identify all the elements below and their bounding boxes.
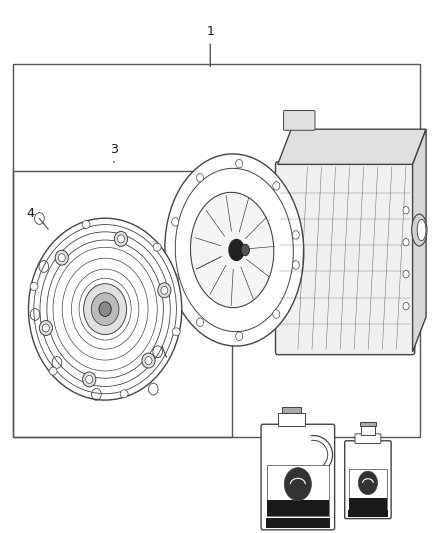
Circle shape — [236, 332, 243, 341]
Circle shape — [197, 318, 204, 327]
Text: 3: 3 — [110, 143, 118, 163]
Ellipse shape — [158, 283, 171, 298]
Circle shape — [284, 467, 311, 500]
Ellipse shape — [172, 328, 180, 336]
Circle shape — [273, 182, 280, 190]
Ellipse shape — [30, 282, 38, 290]
FancyBboxPatch shape — [345, 441, 391, 519]
Ellipse shape — [91, 293, 119, 326]
Bar — [13, 171, 232, 437]
Ellipse shape — [114, 231, 127, 246]
Polygon shape — [278, 129, 426, 164]
Bar — [267, 465, 328, 515]
Ellipse shape — [191, 192, 274, 308]
Circle shape — [403, 238, 409, 246]
Ellipse shape — [83, 372, 96, 387]
Circle shape — [403, 270, 409, 278]
Bar — [349, 498, 387, 510]
Circle shape — [236, 159, 243, 168]
Bar — [282, 407, 300, 413]
Ellipse shape — [42, 324, 49, 332]
FancyBboxPatch shape — [355, 434, 381, 443]
Bar — [267, 500, 328, 515]
Ellipse shape — [58, 254, 65, 262]
Ellipse shape — [49, 367, 57, 375]
Bar — [348, 510, 388, 517]
Ellipse shape — [145, 357, 152, 365]
Bar — [265, 518, 330, 528]
FancyBboxPatch shape — [261, 424, 335, 530]
Text: 5: 5 — [369, 445, 381, 465]
Ellipse shape — [165, 154, 304, 346]
Ellipse shape — [229, 239, 244, 261]
Circle shape — [292, 261, 299, 269]
Bar — [349, 469, 387, 510]
Ellipse shape — [86, 375, 93, 383]
Circle shape — [197, 173, 204, 182]
Ellipse shape — [117, 235, 124, 243]
Circle shape — [292, 231, 299, 239]
Ellipse shape — [28, 218, 182, 400]
Ellipse shape — [417, 220, 426, 241]
Ellipse shape — [82, 221, 90, 229]
Ellipse shape — [241, 244, 250, 256]
Ellipse shape — [84, 284, 127, 335]
Ellipse shape — [55, 250, 68, 265]
Bar — [278, 413, 305, 426]
Circle shape — [172, 274, 179, 282]
Ellipse shape — [99, 302, 111, 317]
FancyBboxPatch shape — [276, 161, 415, 354]
Text: 6: 6 — [290, 445, 297, 465]
Polygon shape — [413, 129, 426, 352]
Text: 1: 1 — [206, 26, 214, 67]
Text: 0: 0 — [159, 323, 166, 333]
Ellipse shape — [120, 390, 128, 398]
Ellipse shape — [412, 214, 427, 246]
Ellipse shape — [153, 243, 161, 251]
Text: 2: 2 — [158, 335, 166, 348]
FancyBboxPatch shape — [283, 110, 315, 130]
Circle shape — [403, 206, 409, 214]
Circle shape — [172, 217, 179, 226]
Ellipse shape — [142, 353, 155, 368]
Bar — [13, 64, 420, 437]
Text: 4: 4 — [27, 207, 35, 220]
Ellipse shape — [39, 320, 53, 335]
Bar — [361, 426, 375, 435]
Ellipse shape — [161, 286, 168, 294]
Circle shape — [358, 471, 378, 495]
Circle shape — [273, 310, 280, 318]
Circle shape — [403, 302, 409, 310]
Bar — [360, 422, 376, 426]
